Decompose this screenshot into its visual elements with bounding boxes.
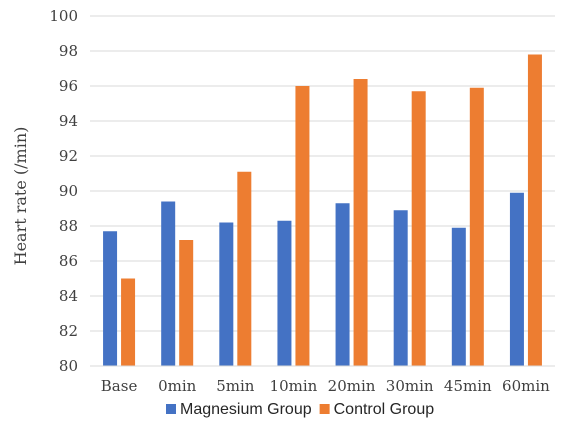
bar-magnesium-20min [335,203,350,366]
y-tick-label: 100 [49,7,78,25]
bar-magnesium-30min [393,210,408,366]
tick-labels: 80 82 84 86 88 90 92 94 96 98 100 Base 0min 5min 10min… [49,7,550,395]
gridlines [90,15,555,332]
x-tick-label: 30min [386,377,434,395]
x-tick-label: 5min [216,377,255,395]
y-tick-label: 98 [59,42,78,60]
bar-control-0min [179,240,194,366]
y-tick-label: 96 [59,77,78,95]
bar-magnesium-45min [451,227,466,366]
bar-control-base [121,278,136,366]
bar-control-20min [353,79,368,366]
bar-magnesium-base [103,231,118,366]
y-tick-label: 82 [59,322,78,340]
bar-control-5min [237,171,252,366]
bars [103,54,542,366]
x-tick-label: Base [101,377,138,395]
x-tick-label: 45min [444,377,492,395]
y-tick-label: 80 [59,357,78,375]
y-tick-label: 86 [59,252,78,270]
legend-label-magnesium: Magnesium Group [180,401,312,418]
bar-magnesium-5min [219,222,234,366]
bar-magnesium-10min [277,220,292,366]
y-tick-label: 88 [59,217,78,235]
x-tick-label: 60min [502,377,550,395]
y-tick-label: 94 [59,112,78,130]
bar-control-45min [469,87,484,366]
bar-magnesium-60min [509,192,524,366]
y-tick-label: 84 [59,287,78,305]
legend-label-control: Control Group [334,401,435,418]
legend-swatch-magnesium [166,404,176,414]
x-tick-label: 0min [158,377,197,395]
bar-control-10min [295,86,310,366]
y-tick-label: 90 [59,182,78,200]
x-tick-label: 20min [328,377,376,395]
bar-magnesium-0min [161,201,176,366]
bar-control-30min [411,91,426,366]
legend-swatch-control [319,404,330,414]
x-tick-label: 10min [270,377,318,395]
bar-control-60min [527,54,542,366]
legend: Magnesium Group Control Group [166,401,434,418]
y-axis-title: Heart rate (/min) [11,127,30,266]
y-tick-label: 92 [59,147,78,165]
